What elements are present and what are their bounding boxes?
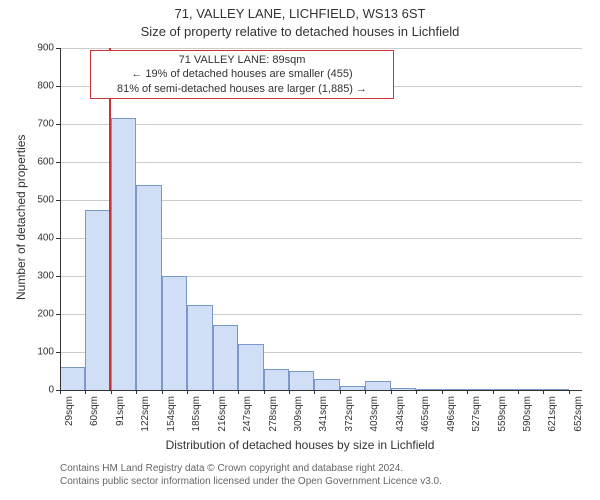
x-axis-label: Distribution of detached houses by size … (0, 438, 600, 452)
x-tick-label: 122sqm (140, 396, 151, 436)
histogram-chart: 010020030040050060070080090029sqm60sqm91… (60, 48, 582, 390)
x-tick-label: 434sqm (395, 396, 406, 436)
histogram-bar (136, 185, 161, 390)
x-tick-mark (442, 390, 443, 394)
gridline-y (60, 162, 582, 163)
gridline-y (60, 124, 582, 125)
x-tick-mark (314, 390, 315, 394)
x-tick-mark (493, 390, 494, 394)
x-tick-mark (264, 390, 265, 394)
x-tick-mark (60, 390, 61, 394)
x-tick-label: 527sqm (471, 396, 482, 436)
y-tick-label: 300 (24, 271, 54, 282)
histogram-bar (289, 371, 314, 390)
x-tick-label: 216sqm (217, 396, 228, 436)
annotation-line-2: ← 19% of detached houses are smaller (45… (97, 67, 387, 81)
x-tick-mark (340, 390, 341, 394)
x-tick-label: 372sqm (344, 396, 355, 436)
x-tick-mark (365, 390, 366, 394)
histogram-bar (314, 379, 339, 390)
gridline-y (60, 48, 582, 49)
x-tick-label: 652sqm (573, 396, 584, 436)
x-tick-mark (391, 390, 392, 394)
y-tick-label: 200 (24, 309, 54, 320)
histogram-bar (365, 381, 390, 391)
x-tick-mark (187, 390, 188, 394)
y-tick-label: 700 (24, 119, 54, 130)
x-tick-label: 154sqm (166, 396, 177, 436)
x-tick-mark (289, 390, 290, 394)
footer-line-1: Contains HM Land Registry data © Crown c… (60, 462, 442, 475)
x-tick-label: 341sqm (318, 396, 329, 436)
y-tick-label: 500 (24, 195, 54, 206)
histogram-bar (111, 118, 136, 390)
histogram-bar (213, 325, 238, 390)
x-tick-label: 465sqm (420, 396, 431, 436)
y-tick-label: 900 (24, 43, 54, 54)
x-tick-mark (543, 390, 544, 394)
y-tick-label: 600 (24, 157, 54, 168)
x-tick-mark (467, 390, 468, 394)
annotation-line-3: 81% of semi-detached houses are larger (… (97, 82, 387, 96)
x-tick-mark (85, 390, 86, 394)
annotation-box: 71 VALLEY LANE: 89sqm← 19% of detached h… (90, 50, 394, 99)
x-tick-mark (569, 390, 570, 394)
x-tick-label: 185sqm (191, 396, 202, 436)
x-tick-label: 403sqm (369, 396, 380, 436)
x-tick-mark (518, 390, 519, 394)
page-title: 71, VALLEY LANE, LICHFIELD, WS13 6ST (0, 6, 600, 21)
y-tick-label: 100 (24, 347, 54, 358)
footer-line-2: Contains public sector information licen… (60, 475, 442, 488)
marker-line (109, 48, 111, 390)
x-tick-label: 60sqm (89, 396, 100, 436)
x-tick-label: 309sqm (293, 396, 304, 436)
chart-subtitle: Size of property relative to detached ho… (0, 24, 600, 39)
histogram-bar (85, 210, 110, 391)
x-tick-label: 590sqm (522, 396, 533, 436)
x-tick-mark (213, 390, 214, 394)
x-tick-mark (416, 390, 417, 394)
x-tick-label: 91sqm (115, 396, 126, 436)
y-tick-label: 0 (24, 385, 54, 396)
histogram-bar (60, 367, 85, 390)
x-tick-mark (111, 390, 112, 394)
x-tick-label: 278sqm (268, 396, 279, 436)
histogram-bar (162, 276, 187, 390)
y-tick-label: 400 (24, 233, 54, 244)
x-tick-label: 559sqm (497, 396, 508, 436)
x-tick-label: 496sqm (446, 396, 457, 436)
x-tick-label: 621sqm (547, 396, 558, 436)
x-tick-mark (162, 390, 163, 394)
y-axis-line (60, 48, 61, 390)
x-tick-label: 29sqm (64, 396, 75, 436)
x-tick-mark (136, 390, 137, 394)
footer-attribution: Contains HM Land Registry data © Crown c… (60, 462, 442, 488)
histogram-bar (264, 369, 289, 390)
y-tick-label: 800 (24, 81, 54, 92)
histogram-bar (187, 305, 212, 391)
annotation-line-1: 71 VALLEY LANE: 89sqm (97, 53, 387, 67)
x-tick-label: 247sqm (242, 396, 253, 436)
histogram-bar (238, 344, 263, 390)
x-tick-mark (238, 390, 239, 394)
x-axis-line (60, 390, 582, 391)
